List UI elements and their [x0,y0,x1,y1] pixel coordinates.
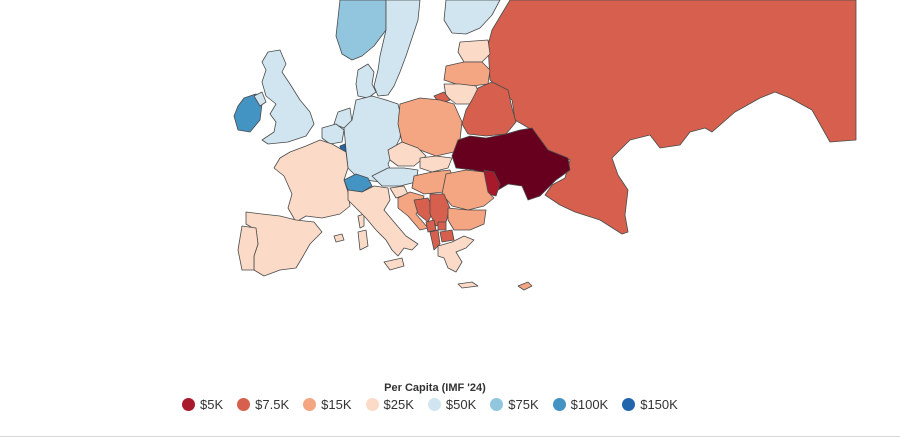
legend: $5K $7.5K $15K $25K $50K $75K $100K $15 [182,397,678,412]
legend-item-75k[interactable]: $75K [490,397,539,412]
region-uk[interactable] [261,49,315,145]
legend-label-75k: $75K [508,397,539,412]
region-estonia[interactable] [457,39,491,63]
legend-item-25k[interactable]: $25K [365,397,414,412]
region-denmark[interactable] [355,63,377,99]
legend-label-25k: $25K [383,397,414,412]
region-portugal[interactable] [237,225,259,271]
region-belgium[interactable] [321,123,345,145]
region-italy[interactable] [347,185,419,257]
region-france[interactable] [273,139,351,223]
region-crete[interactable] [457,281,479,289]
region-sweden[interactable] [373,0,421,97]
legend-label-7-5k: $7.5K [255,397,290,412]
region-norway[interactable] [335,0,387,61]
region-montenegro[interactable] [425,219,437,233]
region-north-macedonia[interactable] [439,229,455,243]
legend-item-15k[interactable]: $15K [303,397,352,412]
region-latvia[interactable] [443,61,491,87]
region-cyprus[interactable] [517,281,533,291]
legend-item-5k[interactable]: $5K [182,397,223,412]
region-sicily[interactable] [383,257,405,271]
region-balearics[interactable] [333,233,345,243]
region-greece[interactable] [437,235,475,273]
legend-dot-100k [552,398,566,411]
legend-item-7-5k[interactable]: $7.5K [237,397,289,412]
legend-item-100k[interactable]: $100K [552,397,609,412]
legend-item-150k[interactable]: $150K [622,397,678,412]
legend-dot-75k [490,398,504,411]
region-slovakia[interactable] [419,155,453,173]
region-bulgaria[interactable] [447,207,487,231]
legend-dot-15k [303,398,317,411]
region-russia[interactable] [487,0,857,235]
legend-dot-7-5k [237,398,251,411]
bottom-divider [0,436,900,437]
legend-label-50k: $50K [445,397,477,412]
legend-dot-50k [427,398,441,411]
legend-dot-25k [365,398,379,411]
legend-dot-150k [622,398,636,411]
legend-dot-5k [182,398,195,411]
legend-label-15k: $15K [321,397,352,412]
region-northern-ireland[interactable] [253,91,267,107]
legend-item-50k[interactable]: $50K [427,397,477,412]
legend-label-150k: $150K [640,397,678,412]
region-kosovo[interactable] [437,221,447,231]
region-albania[interactable] [429,229,441,251]
region-sardinia[interactable] [357,229,369,251]
region-finland[interactable] [443,0,501,35]
legend-title: Per Capita (IMF '24) [384,382,486,394]
region-corsica[interactable] [357,213,365,229]
region-belarus[interactable] [461,81,517,137]
legend-label-5k: $5K [200,397,224,412]
legend-label-100k: $100K [570,397,609,412]
